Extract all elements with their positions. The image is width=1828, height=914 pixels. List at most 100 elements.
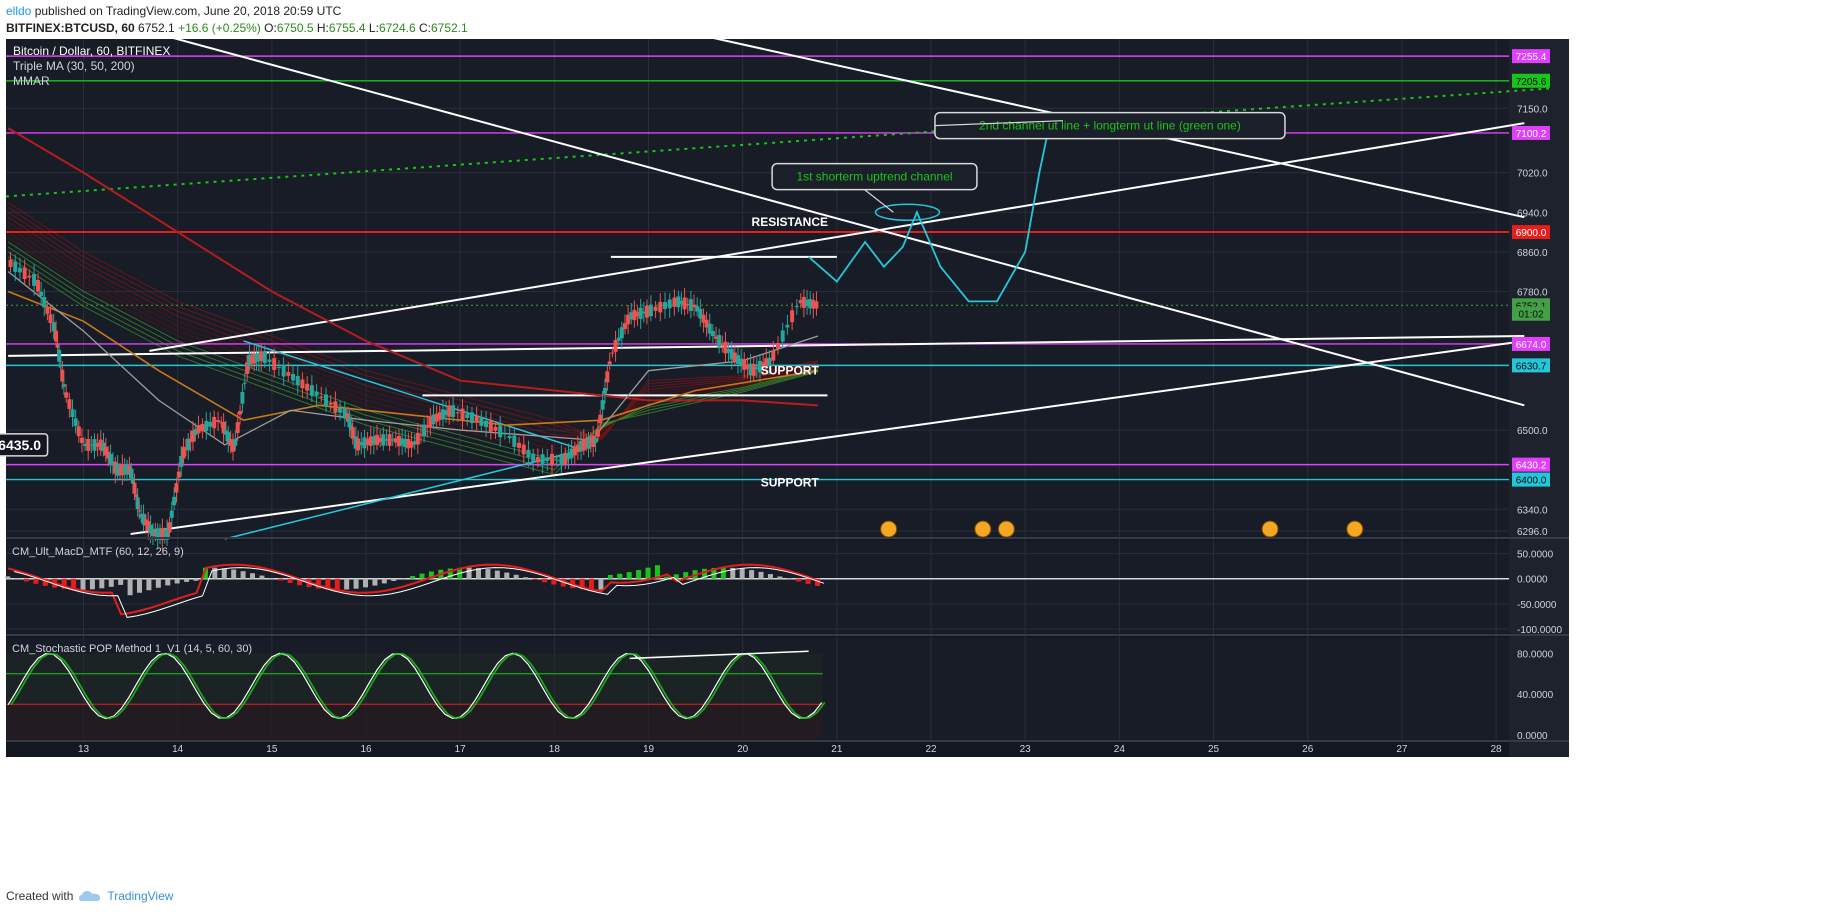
- callout-box: [771, 162, 978, 191]
- ma-50-line: [7, 290, 819, 426]
- candle-body: [507, 435, 512, 439]
- candle-body: [801, 296, 806, 308]
- x-tick-label: 20: [737, 744, 749, 755]
- candle-body: [226, 432, 231, 443]
- stoch-oversold-zone: [6, 704, 823, 740]
- x-tick-label: 18: [549, 744, 561, 755]
- candle-body: [204, 420, 209, 432]
- candle-body: [314, 391, 319, 396]
- candle-body: [667, 299, 672, 309]
- macd-hist-bar: [739, 568, 745, 579]
- candle-body: [535, 457, 540, 463]
- candle-body: [672, 297, 677, 307]
- price-label-bg: [1512, 49, 1550, 64]
- macd-hist-bar: [146, 578, 152, 591]
- candle-body: [155, 528, 160, 540]
- macd-hist-bar: [551, 578, 557, 585]
- candle-body: [208, 421, 213, 427]
- candle-body: [531, 453, 536, 462]
- candle-body: [409, 441, 414, 448]
- candle-body: [328, 402, 333, 405]
- candle-body: [384, 439, 389, 441]
- macd-hist-bar: [372, 578, 378, 586]
- candle-body: [143, 519, 148, 526]
- y-tick-label: 6860.0: [1517, 248, 1548, 259]
- macd-hist-bar: [664, 576, 670, 579]
- macd-hist-bar: [23, 578, 29, 582]
- candle-body: [238, 410, 243, 415]
- candle-body: [748, 363, 753, 376]
- candle-body: [125, 464, 130, 475]
- candle-body: [610, 352, 615, 354]
- candle-body: [73, 418, 78, 427]
- created-with-label: Created with: [6, 889, 74, 903]
- author-link[interactable]: elldo: [6, 4, 32, 18]
- price-label-bg: [1512, 457, 1550, 472]
- candle-body: [554, 459, 559, 461]
- candle-body: [286, 372, 291, 376]
- candle-body: [584, 443, 589, 445]
- candle-body: [720, 343, 725, 345]
- chart-canvas[interactable]: 13 14 15 16 17 18 19 20 21 22 23 24 25 26 27 28 7150.0 70…: [0, 37, 1828, 885]
- last-price: 6752.1: [138, 21, 175, 35]
- candle-body: [148, 524, 153, 534]
- candle-body: [347, 417, 352, 428]
- candle-body: [362, 437, 367, 449]
- candle-body: [412, 441, 417, 445]
- candle-body: [186, 438, 191, 451]
- candle-body: [726, 348, 731, 353]
- y-tick-label: 6940.0: [1517, 208, 1548, 219]
- macd-hist-bar: [654, 565, 660, 579]
- x-tick-label: 16: [360, 744, 372, 755]
- candle-body: [188, 438, 193, 442]
- candle-body: [381, 434, 386, 446]
- mmar-line: [7, 251, 819, 471]
- macd-hist-bar: [767, 574, 773, 579]
- candle-body: [707, 323, 712, 334]
- candle-body: [566, 452, 571, 460]
- publish-text: published on TradingView.com, June 20, 2…: [34, 4, 342, 18]
- candle-body: [790, 310, 795, 323]
- candle-body: [572, 446, 577, 456]
- candle-body: [676, 296, 681, 308]
- tradingview-brand[interactable]: TradingView: [107, 889, 174, 903]
- candle-body: [169, 510, 174, 518]
- macd-line: [7, 563, 819, 616]
- candle-body: [629, 312, 634, 320]
- candle-body: [179, 455, 184, 467]
- x-tick-label: 27: [1396, 744, 1408, 755]
- ohlc-bar: BITFINEX:BTCUSD, 60 6752.1 +16.6 (+0.25%…: [6, 21, 468, 35]
- macd-hist-bar: [42, 578, 48, 586]
- macd-hist-bar: [174, 578, 180, 584]
- candle-body: [745, 364, 750, 369]
- macd-hist-bar: [155, 578, 161, 588]
- candle-body: [153, 531, 158, 537]
- price-label-text: 7255.4: [1516, 52, 1547, 63]
- candle-body: [685, 304, 690, 306]
- macd-hist-bar: [212, 567, 218, 579]
- us-flag-event-icon: [1261, 520, 1279, 538]
- candle-body: [418, 434, 423, 436]
- callout-label: 2nd channel ut line + longterm ut line (…: [979, 119, 1241, 133]
- candle-body: [764, 358, 769, 369]
- candle-body: [13, 261, 18, 272]
- candle-body: [134, 494, 139, 498]
- candle-body: [455, 412, 460, 414]
- x-tick-label: 14: [172, 744, 184, 755]
- candle-body: [108, 454, 113, 465]
- footer: Created with TradingView: [6, 889, 173, 903]
- candle-body: [425, 424, 430, 428]
- candle-body: [607, 361, 612, 365]
- macd-tick-label: -50.0000: [1517, 600, 1557, 611]
- candle-body: [517, 442, 522, 448]
- macd-hist-bar: [344, 578, 350, 590]
- candle-body: [771, 350, 776, 361]
- price-label-text: 6400.0: [1516, 476, 1547, 487]
- macd-hist-bar: [184, 578, 190, 582]
- macd-hist-bar: [513, 574, 519, 579]
- price-label-text: 6630.7: [1516, 361, 1547, 372]
- y-tick-label: 6780.0: [1517, 287, 1548, 298]
- candle-body: [400, 438, 405, 446]
- macd-hist-bar: [259, 575, 265, 579]
- candle-body: [120, 464, 125, 476]
